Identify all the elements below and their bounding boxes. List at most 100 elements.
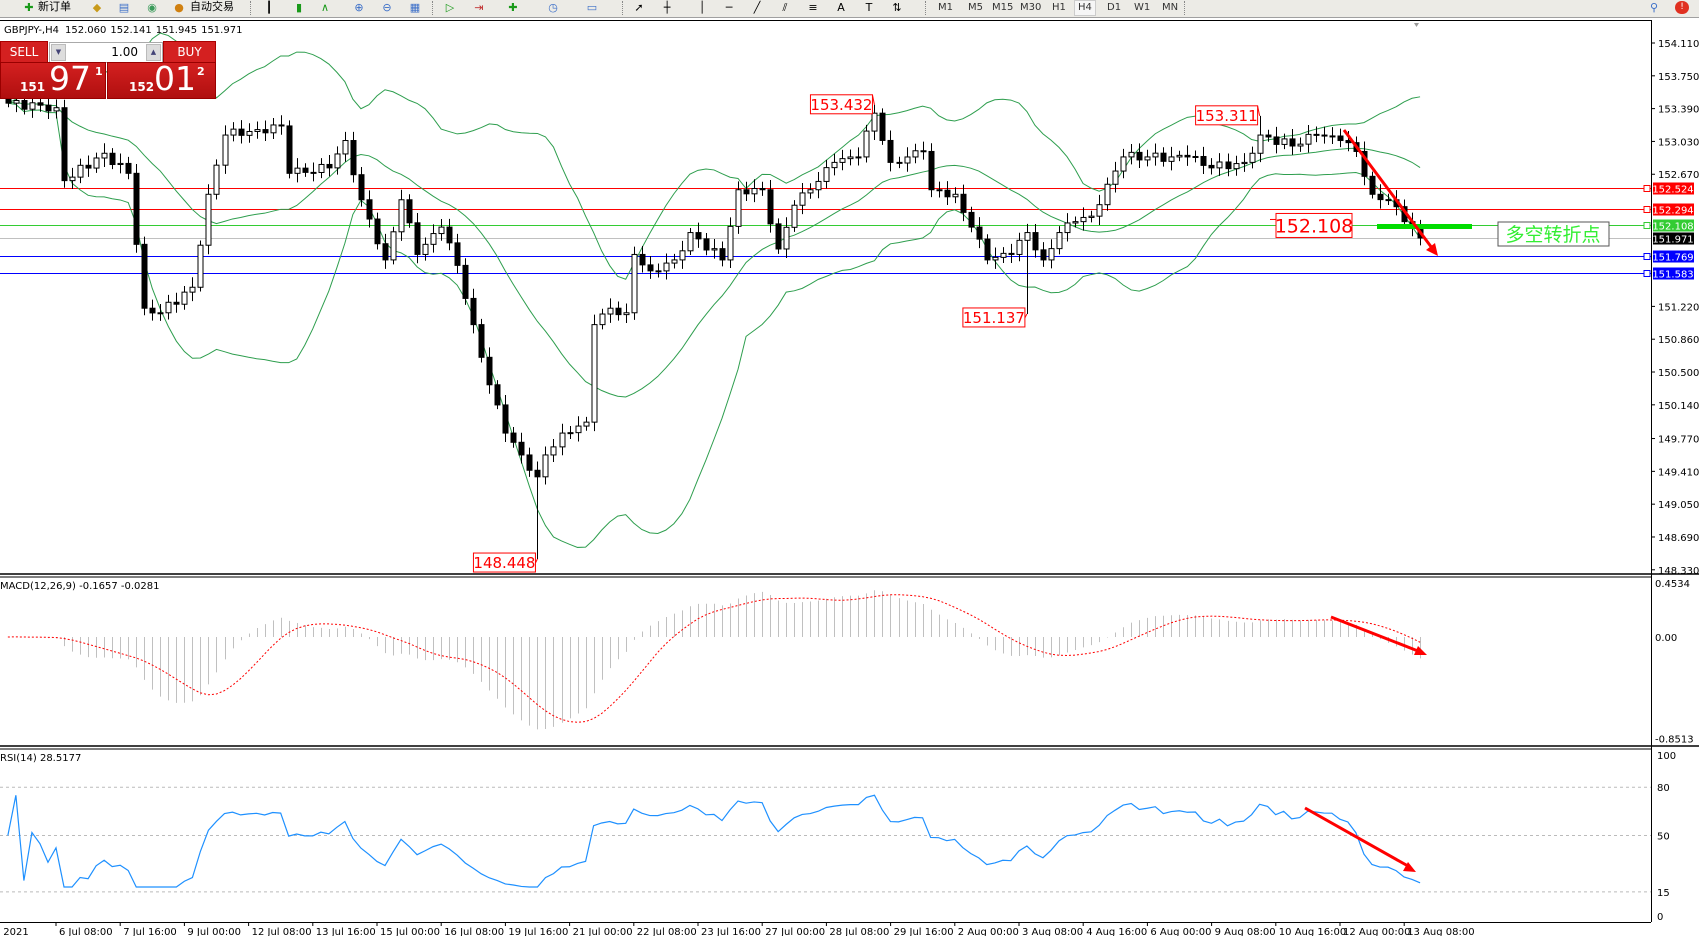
candle	[1120, 148, 1127, 179]
lot-increase-button[interactable]: ▲	[146, 44, 161, 61]
chart-header: GBPJPY-,H4 152.060 152.141 151.945 151.971	[4, 25, 242, 36]
red-arrow-main[interactable]	[1342, 129, 1438, 256]
signal-icon[interactable]: ◉	[147, 1, 157, 14]
candle	[1257, 115, 1264, 163]
timeframe-h4[interactable]: H4	[1074, 0, 1096, 16]
price-tick-label: 148.330	[1658, 566, 1699, 577]
bid-price[interactable]: 151 97 1	[0, 60, 106, 99]
timeframe-m15[interactable]: M15	[992, 2, 1014, 13]
timeframe-w1[interactable]: W1	[1134, 2, 1151, 13]
candle-body	[1321, 134, 1328, 137]
red-arrow-macd[interactable]	[1330, 615, 1427, 655]
red-arrow-rsi[interactable]	[1304, 806, 1416, 872]
new-order-icon[interactable]: ✚	[24, 1, 34, 14]
candle-body	[727, 225, 734, 261]
text-label-icon[interactable]: T	[865, 1, 873, 14]
candle-body	[679, 250, 686, 261]
templates-icon[interactable]: ▭	[586, 1, 598, 14]
new-order-button[interactable]: 新订单	[38, 0, 71, 13]
annotation-box[interactable]	[1497, 221, 1610, 247]
candle	[1000, 247, 1007, 263]
macd-tick-label: 0.4534	[1655, 579, 1690, 590]
zoom-out-icon[interactable]: ⊖	[382, 1, 392, 14]
cursor-icon[interactable]: ➚	[634, 1, 644, 14]
candle	[1265, 129, 1272, 142]
lot-size-field[interactable]: ▼ 1.00 ▲	[49, 42, 163, 63]
crosshair-icon[interactable]: ┼	[663, 1, 671, 14]
horizontal-line-icon[interactable]: ─	[725, 1, 733, 14]
timeframe-h1[interactable]: H1	[1052, 2, 1066, 13]
auto-trading-icon[interactable]: ●	[174, 1, 184, 14]
key-level-label-box	[1275, 212, 1353, 238]
candle-body	[1257, 134, 1264, 154]
candle-body	[133, 172, 140, 245]
candle-body	[61, 107, 68, 182]
candle	[294, 158, 301, 183]
candle	[510, 426, 517, 448]
tile-windows-icon[interactable]: ▦	[409, 1, 421, 14]
time-label: 27 Jul 00:00	[765, 927, 825, 936]
data-window-icon[interactable]: ▤	[118, 1, 130, 14]
line-chart-icon[interactable]: ∧	[320, 1, 330, 14]
timeframe-mn[interactable]: MN	[1162, 2, 1179, 13]
timeframe-d1[interactable]: D1	[1107, 2, 1122, 13]
periods-icon[interactable]: ◷	[548, 1, 558, 14]
vertical-line-icon[interactable]: │	[698, 1, 706, 14]
candle	[879, 108, 886, 145]
candle-body	[1385, 199, 1392, 202]
candle	[1096, 194, 1103, 225]
market-watch-icon[interactable]: ◆	[92, 1, 102, 14]
candle	[1152, 143, 1159, 166]
candle	[599, 308, 606, 330]
candle-body	[1000, 252, 1007, 258]
candle	[1168, 146, 1175, 171]
price-tag	[1653, 182, 1694, 195]
price-tag-text: 151.583	[1652, 270, 1693, 281]
ask-price[interactable]: 152 01 2	[107, 60, 216, 99]
text-icon[interactable]: A	[837, 1, 845, 14]
candle	[567, 426, 574, 440]
notification-icon[interactable]: !	[1675, 1, 1689, 14]
candle-body	[992, 256, 999, 261]
candlestick-icon[interactable]: ▮	[295, 1, 303, 14]
candle	[952, 187, 959, 204]
candle-body	[390, 231, 397, 261]
autoscroll-icon[interactable]: ⇥	[474, 1, 484, 14]
candle-body	[631, 253, 638, 314]
candle-body	[1016, 239, 1023, 255]
candle-body	[1112, 170, 1119, 185]
auto-trading-button[interactable]: 自动交易	[190, 0, 234, 13]
candle	[278, 115, 285, 135]
chart-shift-marker[interactable]	[1414, 23, 1419, 27]
search-icon[interactable]: ⚲	[1649, 1, 1659, 14]
sell-button[interactable]: SELL	[0, 41, 48, 63]
candle	[486, 347, 493, 394]
bar-chart-icon[interactable]: ┃	[265, 1, 273, 14]
lot-size-value[interactable]: 1.00	[111, 45, 138, 59]
candle-body	[446, 226, 453, 244]
candle-body	[181, 291, 188, 305]
candle	[446, 218, 453, 251]
candle	[1112, 161, 1119, 193]
lot-decrease-button[interactable]: ▼	[51, 44, 66, 61]
arrows-icon[interactable]: ⇅	[892, 1, 902, 14]
timeframe-m5[interactable]: M5	[968, 2, 983, 13]
timeframe-m1[interactable]: M1	[938, 2, 953, 13]
indicators-icon[interactable]: ✚	[508, 1, 518, 14]
channel-icon[interactable]: ⫽	[782, 1, 788, 14]
chart-shift-icon[interactable]: ▷	[445, 1, 455, 14]
candle	[1321, 126, 1328, 144]
candle	[382, 233, 389, 269]
candle-body	[197, 244, 204, 288]
time-label: 13 Jul 16:00	[316, 927, 376, 936]
fibonacci-icon[interactable]: ≡	[808, 1, 818, 14]
trendline-icon[interactable]: ╱	[753, 1, 761, 14]
timeframe-m30[interactable]: M30	[1020, 2, 1042, 13]
time-label: 28 Jul 08:00	[829, 927, 889, 936]
zoom-in-icon[interactable]: ⊕	[354, 1, 364, 14]
candle-body	[952, 193, 959, 198]
candle	[526, 447, 533, 477]
candle	[470, 288, 477, 334]
candle-body	[920, 150, 927, 153]
